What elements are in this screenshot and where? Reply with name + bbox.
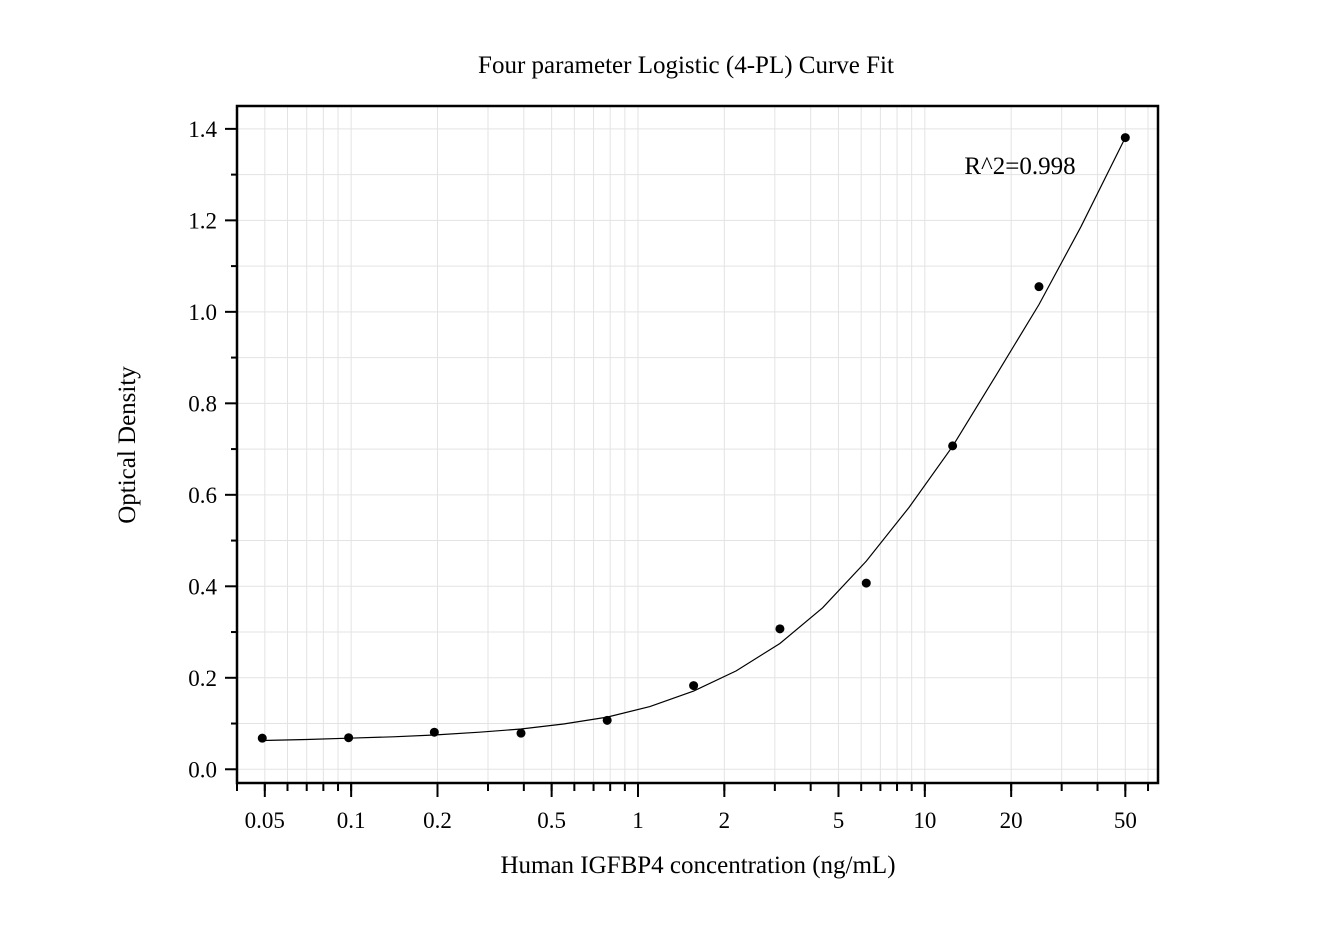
data-point [429,727,439,737]
plot-frame [235,104,1160,785]
data-point [775,624,785,634]
x-tick-label: 1 [632,808,644,833]
data-point [602,715,612,725]
fit-curve [262,137,1126,742]
y-tick-label: 0.6 [188,483,217,508]
y-tick-label: 0.8 [188,391,217,416]
data-point [516,728,526,738]
x-tick-label: 2 [719,808,731,833]
x-tick-label: 10 [913,808,936,833]
data-point [689,681,699,691]
y-tick-label: 0.2 [188,666,217,691]
axes: 0.05 0.1 0.2 0.5 1 2 5 10 20 50 0.0 0.2 0.4 0.6 0.8 1.0… [188,117,1150,833]
series [257,133,1130,743]
y-tick-label: 0.4 [188,574,217,599]
data-point [344,733,354,743]
y-tick-label: 1.0 [188,300,217,325]
r-squared-annotation: R^2=0.998 [964,153,1075,180]
x-tick-label: 0.05 [245,808,285,833]
grid [236,106,1158,783]
x-tick-label: 0.5 [537,808,566,833]
x-axis-label: Human IGFBP4 concentration (ng/mL) [500,852,895,879]
x-tick-label: 20 [1000,808,1023,833]
x-tick-label: 50 [1114,808,1137,833]
data-point [861,578,871,588]
data-point [1034,282,1044,292]
x-tick-label: 0.1 [337,808,366,833]
y-tick-label: 1.2 [188,208,217,233]
chart-title: Four parameter Logistic (4-PL) Curve Fit [478,52,894,79]
x-tick-label: 0.2 [423,808,452,833]
y-tick-label: 1.4 [188,117,217,142]
data-point [257,733,267,743]
y-tick-label: 0.0 [188,757,217,782]
data-point [948,441,958,451]
data-point [1120,133,1130,143]
y-axis-label: Optical Density [114,366,141,524]
x-tick-label: 5 [833,808,845,833]
